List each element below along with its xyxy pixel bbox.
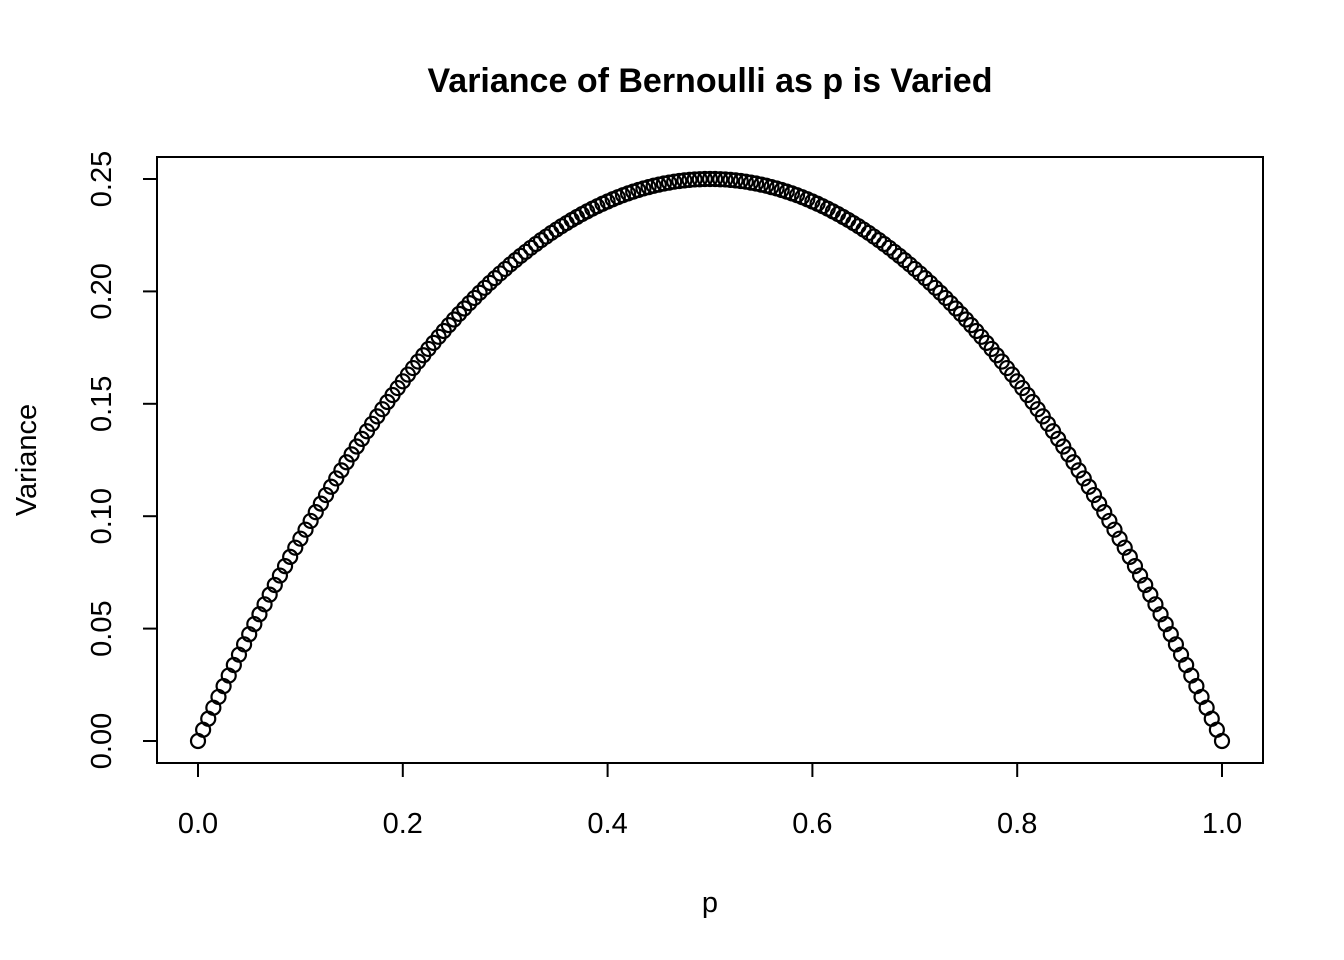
data-point [476, 279, 493, 296]
data-point [691, 171, 708, 188]
data-point [317, 486, 335, 504]
data-point [927, 279, 944, 296]
data-point [886, 243, 903, 260]
y-tick-label: 0.05 [86, 600, 118, 656]
data-point [1142, 586, 1159, 603]
data-point [1116, 539, 1133, 556]
x-axis: 0.0 0.2 0.4 0.6 0.8 1.0 [178, 762, 1242, 840]
data-point [246, 616, 263, 633]
y-tick-label: 0.20 [86, 263, 118, 319]
data-point [937, 289, 954, 307]
data-point [916, 270, 934, 287]
data-point [302, 512, 319, 530]
data-point [512, 247, 529, 264]
data-point [891, 247, 908, 264]
data-point [696, 170, 713, 188]
y-tick-label: 0.25 [86, 151, 118, 207]
data-point [722, 171, 739, 188]
data-point [922, 274, 939, 291]
data-point [497, 260, 514, 278]
data-point [1126, 558, 1144, 575]
data-point [671, 172, 688, 190]
data-point [456, 300, 473, 317]
x-tick-label: 0.4 [587, 808, 627, 840]
data-point [466, 289, 483, 307]
data-point [292, 530, 309, 547]
y-tick-label: 0.00 [86, 713, 118, 769]
chart-title: Variance of Bernoulli as p is Varied [427, 62, 992, 100]
data-point [256, 596, 273, 613]
data-point [297, 521, 314, 538]
data-point [1080, 478, 1097, 495]
data-point [481, 274, 498, 291]
data-point [451, 305, 468, 322]
data-point [1111, 530, 1128, 547]
data-point [932, 284, 949, 301]
x-tick-label: 0.2 [383, 808, 423, 840]
data-point [717, 171, 734, 188]
x-tick-label: 1.0 [1202, 808, 1242, 840]
y-axis-label: Variance [11, 404, 43, 516]
data-point [732, 172, 749, 190]
data-point [1121, 548, 1138, 565]
data-point [701, 170, 719, 188]
data-point [471, 284, 488, 301]
data-point [287, 539, 304, 556]
data-point [333, 462, 350, 479]
y-tick-label: 0.15 [86, 376, 118, 432]
data-point [251, 606, 268, 623]
data-point [1070, 462, 1087, 479]
data-point [1147, 596, 1164, 613]
data-point [881, 239, 898, 256]
data-point [727, 172, 744, 189]
data-point [896, 252, 913, 269]
data-point [276, 558, 294, 575]
data-point [1075, 470, 1092, 487]
data-point [502, 256, 519, 273]
data-point [282, 548, 299, 565]
data-point [681, 171, 698, 188]
data-point [1152, 606, 1169, 623]
data-point [1131, 567, 1149, 584]
y-axis: 0.00 0.05 0.10 0.15 0.20 0.25 [86, 151, 158, 769]
data-point [517, 243, 534, 260]
data-point [1106, 521, 1123, 538]
data-point [686, 171, 703, 188]
data-point [1091, 495, 1108, 512]
data-point [707, 170, 724, 188]
data-point [1065, 454, 1082, 471]
data-point [1101, 512, 1118, 530]
data-point [712, 171, 729, 188]
data-point [1096, 504, 1113, 521]
data-point [947, 300, 964, 317]
y-tick-label: 0.10 [86, 488, 118, 544]
x-tick-label: 0.8 [997, 808, 1037, 840]
data-point [328, 470, 345, 487]
x-tick-label: 0.0 [178, 808, 218, 840]
data-point [486, 270, 504, 287]
x-axis-label: p [702, 887, 718, 919]
data-point [307, 504, 324, 521]
data-point [507, 252, 524, 269]
data-point [666, 173, 683, 190]
x-tick-label: 0.6 [792, 808, 832, 840]
data-point [491, 265, 509, 282]
data-point [676, 172, 693, 189]
data-point [1085, 486, 1103, 504]
data-points [189, 170, 1231, 750]
data-point [266, 576, 283, 594]
data-point [911, 265, 929, 282]
data-point [312, 495, 329, 512]
data-point [323, 478, 340, 495]
data-point [906, 260, 923, 278]
data-point [261, 586, 278, 603]
data-point [901, 256, 918, 273]
data-point [942, 294, 959, 312]
data-point [1213, 732, 1231, 750]
data-point [1137, 576, 1154, 594]
data-point [461, 294, 478, 312]
data-point [271, 567, 289, 584]
